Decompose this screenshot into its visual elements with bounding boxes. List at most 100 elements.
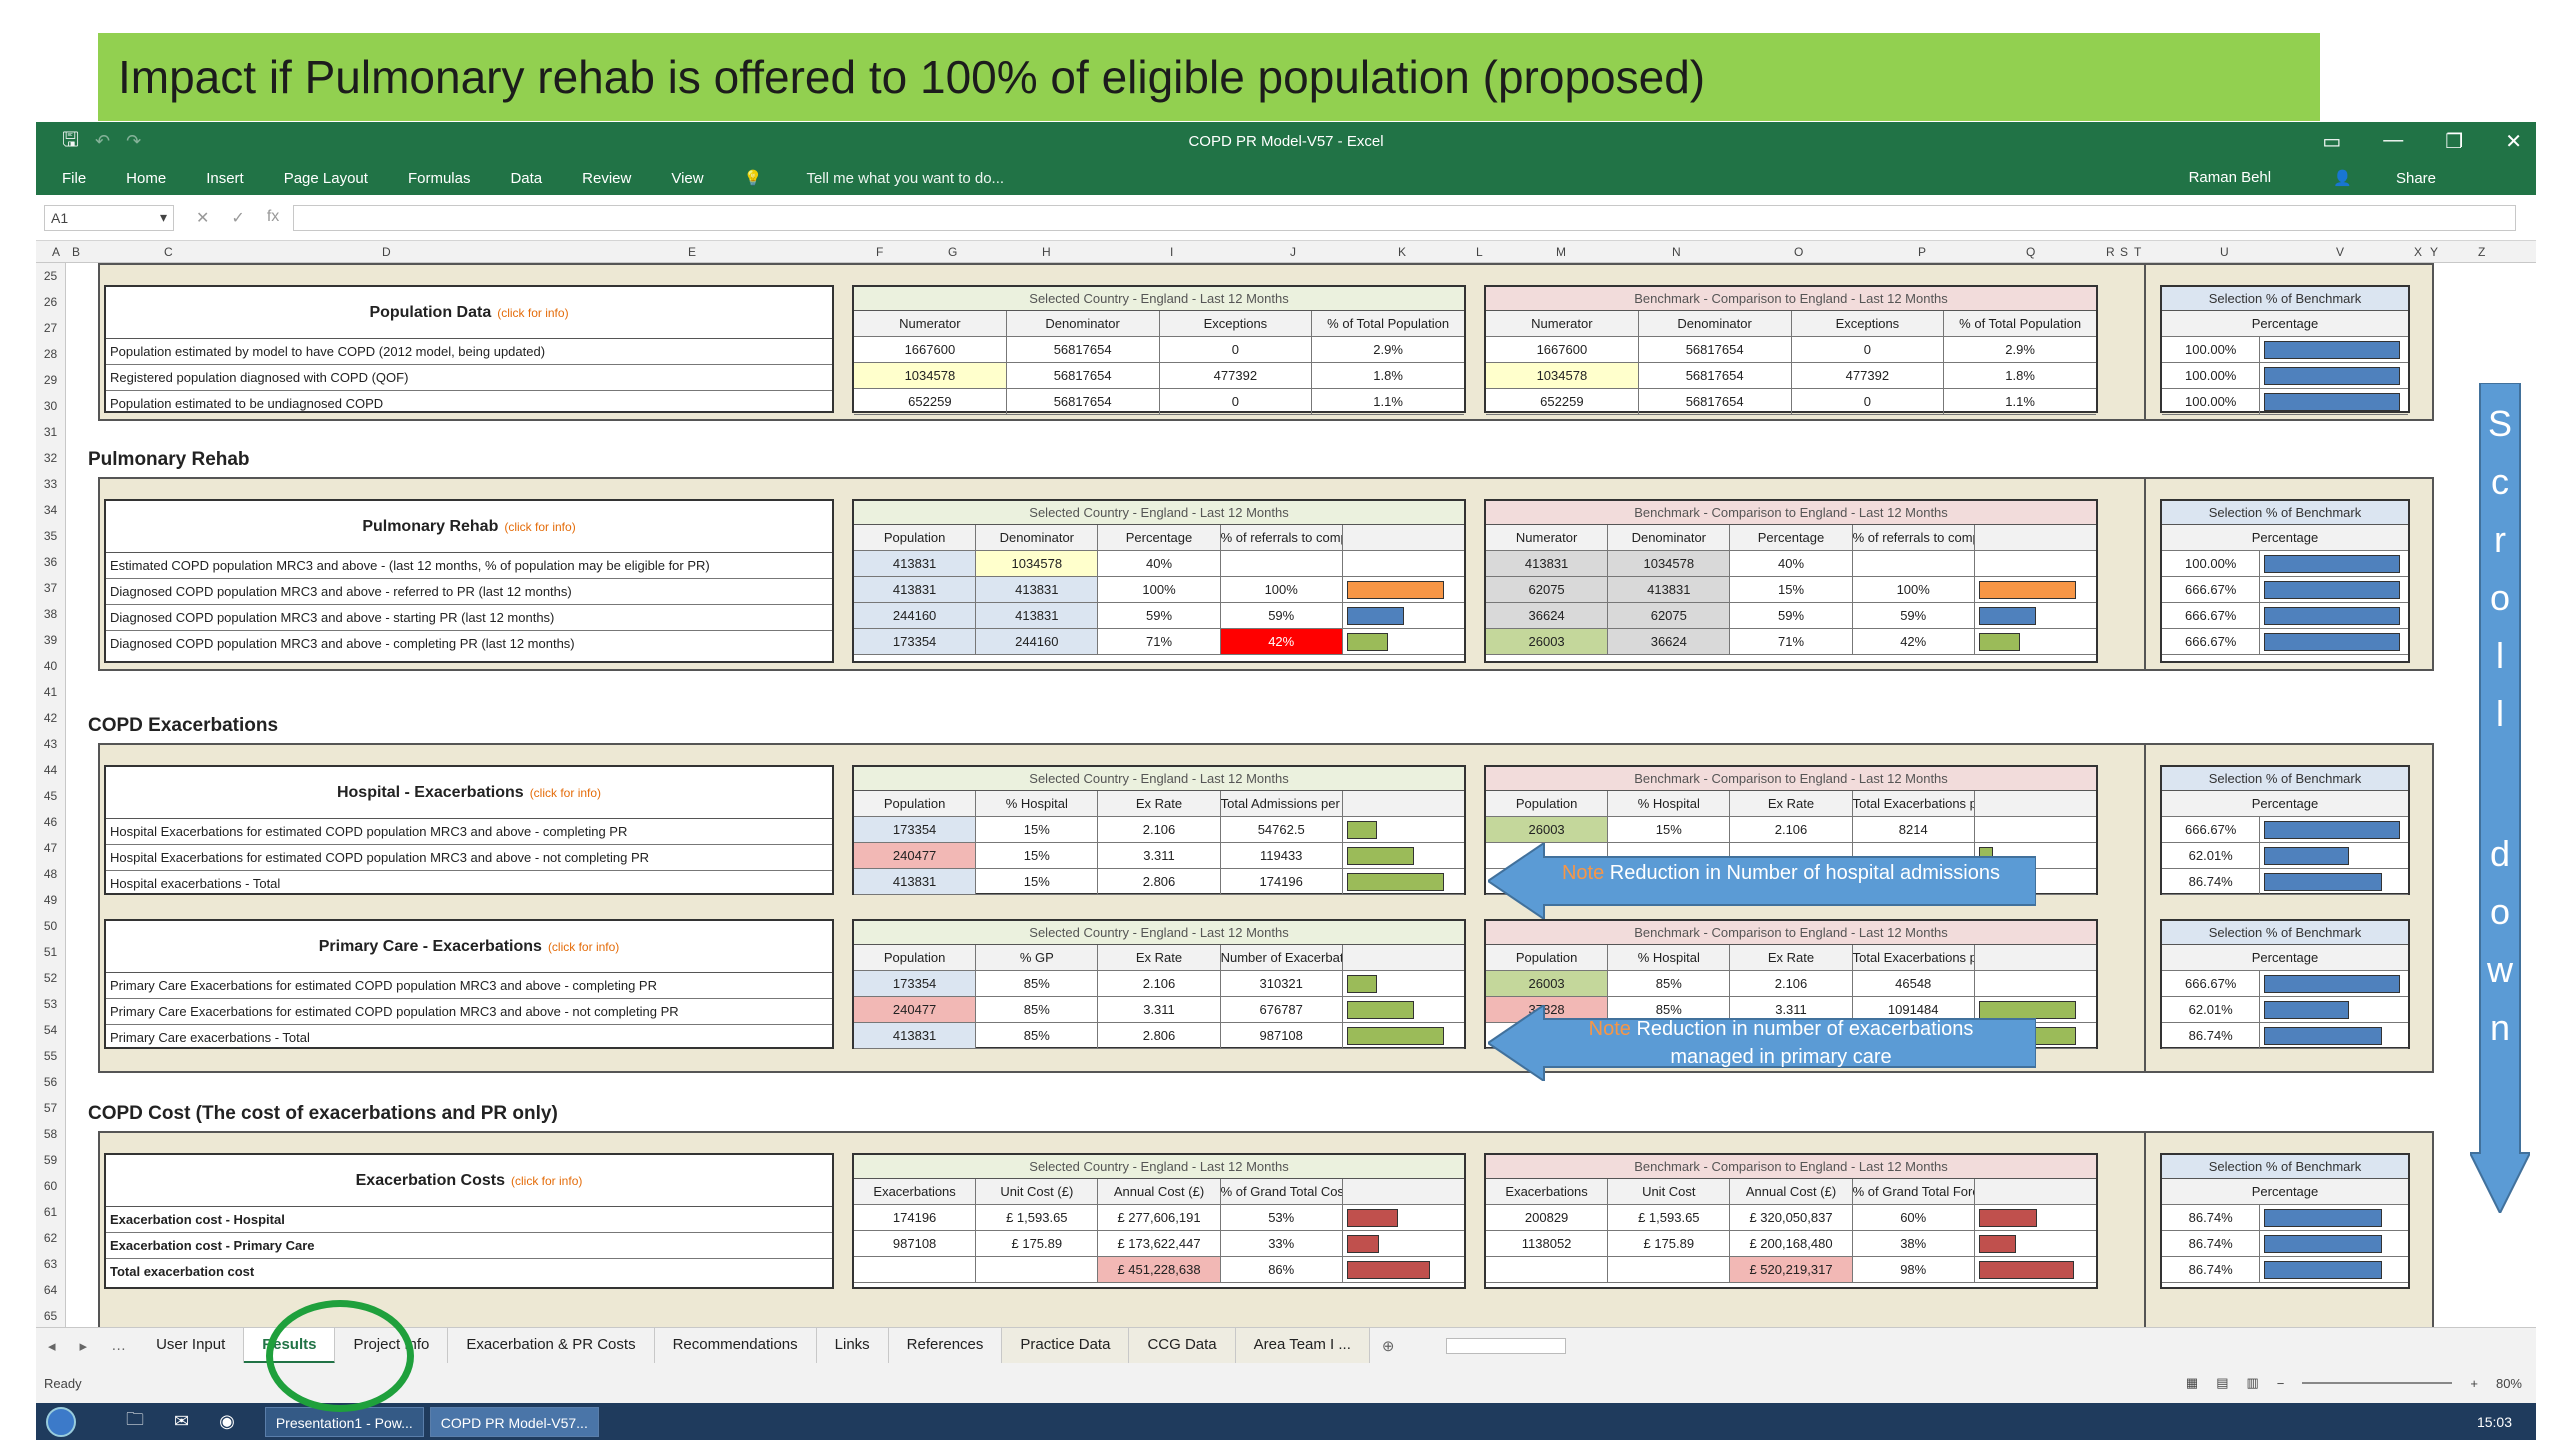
tab-file[interactable]: File (62, 169, 87, 187)
table-cell[interactable]: 413831 (854, 551, 977, 576)
table-cell[interactable]: 46548 (1853, 971, 1975, 996)
table-cell[interactable]: 26003 (1486, 817, 1609, 842)
table-cell[interactable]: 413831 (854, 869, 977, 894)
chrome-icon[interactable]: ◉ (219, 1411, 235, 1431)
explorer-icon[interactable]: 🗀 (126, 1408, 144, 1429)
table-cell[interactable]: 1.1% (1373, 394, 1403, 409)
column-header-B[interactable]: B (72, 245, 81, 259)
row-header-26[interactable]: 26 (43, 295, 58, 309)
table-cell[interactable]: 53% (1221, 1205, 1343, 1230)
table-cell[interactable] (976, 1257, 1099, 1282)
column-header-P[interactable]: P (1918, 245, 1927, 259)
column-header-Q[interactable]: Q (2026, 245, 2036, 259)
row-header-54[interactable]: 54 (43, 1023, 58, 1037)
pct-cell[interactable]: 666.67% (2162, 577, 2261, 602)
pct-cell[interactable]: 666.67% (2162, 603, 2261, 628)
normal-view-icon[interactable]: ▦ (2185, 1375, 2199, 1390)
table-cell[interactable]: 2.806 (1098, 1023, 1221, 1048)
table-cell[interactable]: 1034578 (1608, 551, 1731, 576)
row-header-28[interactable]: 28 (43, 347, 58, 361)
tab-review[interactable]: Review (582, 169, 632, 187)
table-cell[interactable]: 1667600 (1486, 337, 1639, 362)
column-header-A[interactable]: A (52, 245, 61, 259)
table-cell[interactable]: 1034578 (976, 551, 1099, 576)
pct-cell[interactable]: 86.74% (2162, 1023, 2261, 1048)
row-header-58[interactable]: 58 (43, 1127, 58, 1141)
pct-cell[interactable]: 86.74% (2162, 1231, 2261, 1256)
table-cell[interactable] (1486, 843, 1609, 868)
add-sheet-icon[interactable]: ⊕ (1381, 1337, 1395, 1355)
column-header-L[interactable]: L (1476, 245, 1483, 259)
table-cell[interactable]: 652259 (1486, 389, 1639, 414)
undo-icon[interactable]: ↶ (95, 131, 111, 151)
table-cell[interactable]: 676787 (1221, 997, 1343, 1022)
row-header-55[interactable]: 55 (43, 1049, 58, 1063)
pct-cell[interactable]: 100.00% (2162, 551, 2261, 576)
table-cell[interactable]: 240477 (854, 997, 977, 1022)
column-header-Z[interactable]: Z (2478, 245, 2486, 259)
taskbar-excel[interactable]: COPD PR Model-V57... (429, 1406, 599, 1437)
cost-title[interactable]: Exacerbation Costs (click for info) (106, 1155, 832, 1207)
table-cell[interactable]: 59% (1221, 603, 1343, 628)
table-cell[interactable]: 98% (1853, 1257, 1975, 1282)
restore-icon[interactable]: ❐ (2445, 131, 2464, 153)
table-cell[interactable]: 38% (1853, 1231, 1975, 1256)
table-cell[interactable] (854, 1257, 977, 1282)
table-cell[interactable]: 987108 (1221, 1023, 1343, 1048)
redo-icon[interactable]: ↷ (126, 131, 142, 151)
row-header-52[interactable]: 52 (43, 971, 58, 985)
name-box[interactable]: A1 ▾ (44, 204, 174, 231)
click-info-link[interactable]: (click for info) (497, 305, 569, 320)
table-cell[interactable]: 15% (976, 843, 1099, 868)
tab-view[interactable]: View (671, 169, 704, 187)
table-cell[interactable]: 310321 (1221, 971, 1343, 996)
row-header-30[interactable]: 30 (43, 399, 58, 413)
table-cell[interactable]: 477392 (1160, 363, 1313, 388)
table-cell[interactable]: 987108 (854, 1231, 977, 1256)
column-header-J[interactable]: J (1290, 245, 1296, 259)
table-cell[interactable]: £ 1,593.65 (976, 1205, 1099, 1230)
column-header-H[interactable]: H (1042, 245, 1051, 259)
tab-formulas[interactable]: Formulas (407, 169, 471, 187)
zoom-slider[interactable] (2302, 1382, 2453, 1384)
row-header-46[interactable]: 46 (43, 815, 58, 829)
table-cell[interactable]: 33% (1221, 1231, 1343, 1256)
table-cell[interactable] (1853, 843, 1975, 868)
table-cell[interactable]: 85% (1608, 997, 1731, 1022)
row-header-45[interactable]: 45 (43, 789, 58, 803)
worksheet-grid[interactable]: 25 26 27 28 29 30 31 32 33 34 35 36 37 38 39 40 41 42 43 44… (36, 263, 2536, 1327)
table-cell[interactable]: 56817654 (1639, 389, 1792, 414)
table-cell[interactable]: £ 173,622,447 (1098, 1231, 1221, 1256)
column-header-X[interactable]: X (2414, 245, 2423, 259)
table-cell[interactable]: £ 175.89 (976, 1231, 1099, 1256)
row-header-41[interactable]: 41 (43, 685, 58, 699)
row-header-31[interactable]: 31 (43, 425, 58, 439)
table-cell[interactable]: 244160 (854, 603, 977, 628)
zoom-level[interactable]: 80% (2495, 1375, 2522, 1391)
table-cell[interactable]: 56817654 (1007, 389, 1160, 414)
table-cell[interactable]: 42% (1853, 629, 1975, 654)
tab-page-layout[interactable]: Page Layout (283, 169, 368, 187)
table-cell[interactable]: 37828 (1486, 997, 1609, 1022)
row-header-37[interactable]: 37 (43, 581, 58, 595)
column-header-E[interactable]: E (688, 245, 697, 259)
table-cell[interactable]: 413831 (1486, 551, 1609, 576)
table-cell[interactable]: 100% (1098, 577, 1221, 602)
row-header-42[interactable]: 42 (43, 711, 58, 725)
table-cell[interactable]: 56817654 (1639, 363, 1792, 388)
table-cell[interactable]: 26003 (1486, 629, 1609, 654)
table-cell[interactable]: £ 320,050,837 (1730, 1205, 1853, 1230)
pct-cell[interactable]: 86.74% (2162, 1257, 2261, 1282)
pct-cell[interactable]: 62.01% (2162, 997, 2261, 1022)
zoom-in-icon[interactable]: + (2470, 1375, 2478, 1391)
tell-me-box[interactable]: 💡 Tell me what you want to do... (744, 169, 1044, 187)
table-cell[interactable]: 413831 (1608, 577, 1731, 602)
table-cell[interactable]: 0 (1792, 389, 1945, 414)
table-cell[interactable]: 2.106 (1098, 971, 1221, 996)
column-header-Y[interactable]: Y (2430, 245, 2439, 259)
column-header-F[interactable]: F (876, 245, 884, 259)
table-cell[interactable]: 2.9% (2005, 342, 2035, 357)
table-cell[interactable]: 174196 (1221, 869, 1343, 894)
enter-icon[interactable]: ✓ (231, 209, 245, 227)
table-cell[interactable]: 15% (976, 817, 1099, 842)
